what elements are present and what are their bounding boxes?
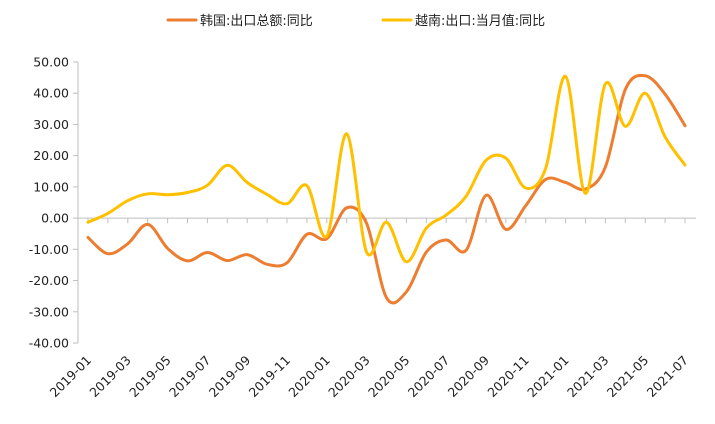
x-tick-label: 2020-01 — [285, 353, 333, 401]
x-tick-label: 2020-05 — [365, 353, 413, 401]
x-tick-label: 2019-11 — [246, 353, 294, 401]
series-line-korea-export — [86, 73, 687, 305]
y-tick-label: 10.00 — [33, 179, 69, 194]
x-tick-label: 2020-03 — [325, 353, 373, 401]
x-tick-label: 2020-09 — [445, 352, 493, 400]
x-tick-label: 2020-07 — [405, 353, 453, 401]
y-tick-label: -20.00 — [29, 273, 69, 288]
x-tick-label: 2021-07 — [644, 353, 692, 401]
x-tick-label: 2021-03 — [564, 353, 612, 401]
legend: 韩国:出口总额:同比 越南:出口:当月值:同比 — [166, 13, 545, 29]
y-tick-label: -30.00 — [29, 304, 69, 319]
y-tick-label: 0.00 — [41, 211, 69, 226]
y-tick-label: -40.00 — [29, 336, 69, 351]
legend-label-korea: 韩国:出口总额:同比 — [200, 14, 313, 29]
x-tick-label: 2019-01 — [47, 353, 95, 401]
x-tick-label: 2019-05 — [126, 353, 174, 401]
x-tick-label: 2021-05 — [604, 353, 652, 401]
x-tick-label: 2019-07 — [166, 353, 214, 401]
legend-label-vietnam: 越南:出口:当月值:同比 — [415, 13, 545, 29]
y-tick-label: 30.00 — [33, 117, 69, 132]
y-tick-label: 40.00 — [33, 86, 69, 101]
y-tick-label: 20.00 — [33, 148, 69, 163]
x-tick-label: 2019-09 — [206, 352, 254, 400]
y-tick-label: -10.00 — [29, 242, 69, 257]
x-tick-label: 2019-03 — [86, 353, 134, 401]
plot-lines — [86, 73, 687, 305]
x-axis: 2019-012019-032019-052019-072019-092019-… — [47, 217, 696, 401]
y-tick-label: 50.00 — [33, 55, 69, 70]
y-axis: 50.00 40.00 30.00 20.00 10.00 0.00 -10.00 -20.0… — [29, 55, 79, 351]
series-line-vietnam-export — [86, 74, 687, 264]
x-tick-label: 2020-11 — [484, 353, 532, 401]
x-tick-label: 2021-01 — [524, 353, 572, 401]
